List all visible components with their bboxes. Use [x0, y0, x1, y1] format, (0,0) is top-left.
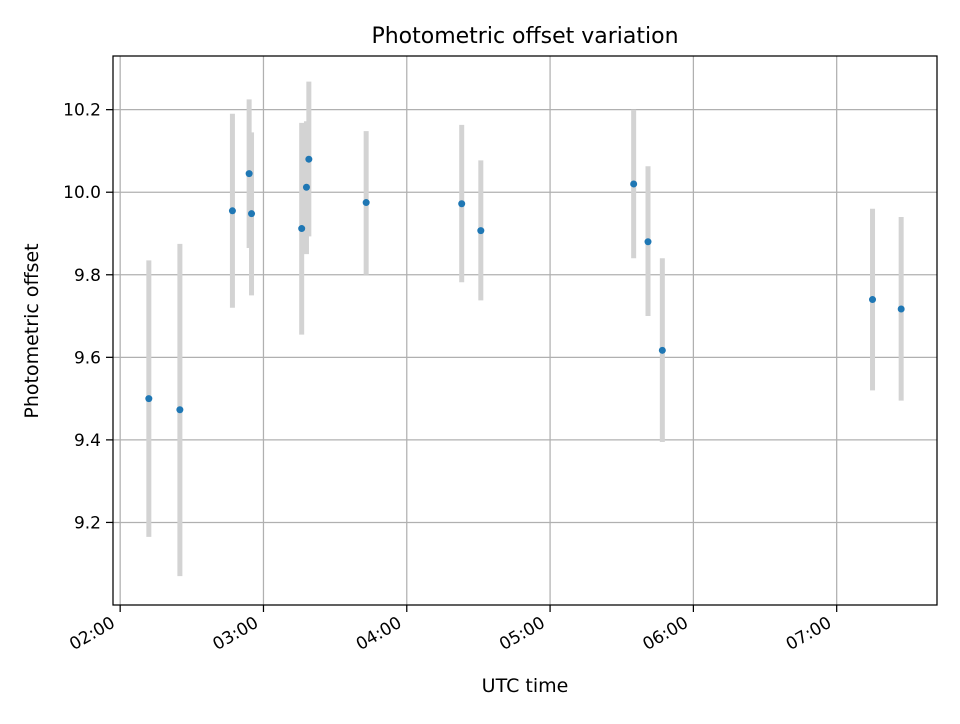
data-point — [248, 210, 256, 218]
y-axis-ticks: 9.2 9.4 9.6 9.8 10.0 10.2 — [63, 101, 113, 533]
data-point — [869, 296, 877, 304]
y-tick-label: 9.2 — [74, 513, 101, 533]
data-point — [477, 227, 485, 235]
y-axis-label: Photometric offset — [21, 243, 43, 418]
data-point — [897, 305, 905, 313]
data-point — [362, 199, 370, 207]
data-point — [145, 395, 153, 403]
y-tick-label: 9.6 — [74, 348, 101, 368]
y-tick-label: 9.4 — [74, 431, 101, 451]
data-point — [458, 200, 466, 208]
data-point — [658, 346, 666, 354]
data-point — [298, 225, 306, 233]
data-point — [228, 207, 236, 215]
data-point — [305, 155, 313, 163]
x-axis-label: UTC time — [482, 675, 569, 697]
data-point — [630, 180, 638, 188]
data-point — [644, 238, 652, 246]
y-tick-label: 9.8 — [74, 266, 101, 286]
y-tick-label: 10.2 — [63, 101, 101, 121]
data-point — [302, 183, 310, 191]
chart-title: Photometric offset variation — [371, 24, 678, 49]
y-tick-label: 10.0 — [63, 183, 101, 203]
plot-frame — [112, 55, 938, 606]
data-points — [145, 155, 905, 414]
data-point — [176, 406, 184, 414]
data-point — [245, 170, 253, 178]
